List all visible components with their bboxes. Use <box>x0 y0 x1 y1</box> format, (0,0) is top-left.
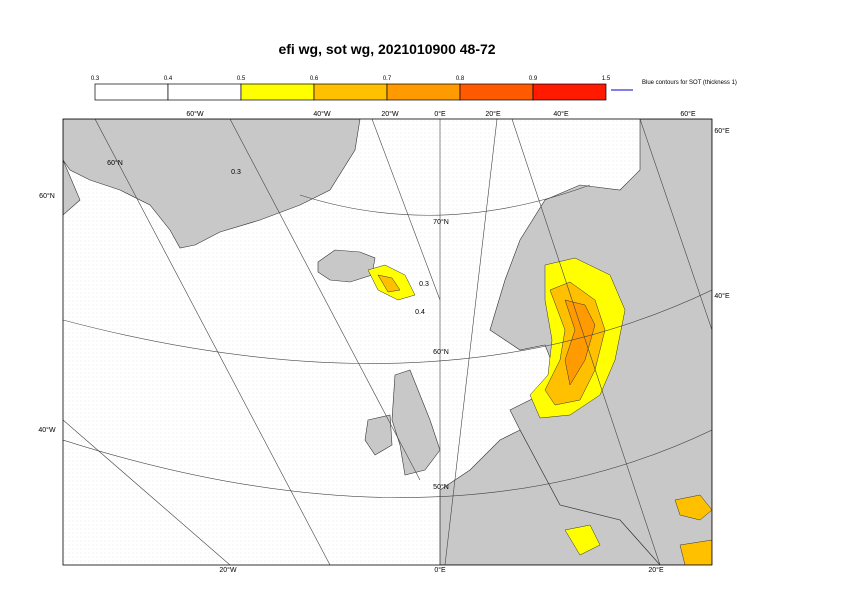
left-label: 60°N <box>39 192 55 200</box>
efi-area <box>679 539 712 565</box>
top-label: 40°E <box>553 110 569 118</box>
map-labels: 60°W 40°W 20°W 0°E 20°E 40°E 60°E 60°E 40°E 60°N 4… <box>38 110 730 574</box>
land-greenland <box>63 119 361 249</box>
inner-label: 60°N <box>433 348 449 356</box>
colorbar-label: 0.5 <box>237 76 246 82</box>
contour-label: 0.4 <box>415 309 425 316</box>
colorbar-box <box>167 83 242 101</box>
colorbar-box <box>459 83 534 101</box>
efi-area <box>564 299 596 386</box>
colorbar-label: 0.7 <box>383 76 392 82</box>
bottom-label: 20°E <box>648 566 664 574</box>
colorbar-label: 1.5 <box>602 76 611 82</box>
map-frame <box>62 118 713 566</box>
legend-note: Blue contours for SOT (thickness 1) <box>642 80 737 86</box>
efi-area <box>564 524 601 556</box>
colorbar-box <box>313 83 388 101</box>
inner-label: 70°N <box>433 218 449 226</box>
land-europe <box>439 429 661 565</box>
colorbar-box <box>94 83 169 101</box>
efi-area <box>377 274 401 293</box>
contour-label: 0.3 <box>231 169 241 176</box>
top-label: 20°E <box>485 110 501 118</box>
map <box>63 119 712 565</box>
efi-area <box>674 494 712 521</box>
right-label: 60°E <box>714 127 730 135</box>
land <box>63 159 81 216</box>
title: efi wg, sot wg, 2021010900 48-72 <box>278 41 495 57</box>
top-label: 60°W <box>186 110 204 118</box>
colorbar-box <box>240 83 315 101</box>
right-label: 40°E <box>714 292 730 300</box>
colorbar-label: 0.4 <box>164 76 173 82</box>
top-label: 0°E <box>434 110 446 118</box>
inner-label: 60°N <box>107 159 123 167</box>
colorbar-label: 0.8 <box>456 76 465 82</box>
top-label: 20°W <box>381 110 399 118</box>
colorbar-label: 0.6 <box>310 76 319 82</box>
top-label: 60°E <box>680 110 696 118</box>
land-britain <box>391 369 441 476</box>
colorbar-label: 0.9 <box>529 76 538 82</box>
colorbar-box <box>386 83 461 101</box>
top-label: 40°W <box>313 110 331 118</box>
colorbar-box <box>532 83 607 101</box>
bottom-label: 20°W <box>219 566 237 574</box>
inner-label: 50°N <box>433 483 449 491</box>
colorbar: 0.3 0.4 0.5 0.6 0.7 0.8 0.9 1.5 <box>91 76 611 101</box>
colorbar-label: 0.3 <box>91 76 100 82</box>
left-label: 40°W <box>38 426 56 434</box>
graticule <box>63 119 712 565</box>
bottom-label: 0°E <box>434 566 446 574</box>
contour-label: 0.3 <box>419 281 429 288</box>
